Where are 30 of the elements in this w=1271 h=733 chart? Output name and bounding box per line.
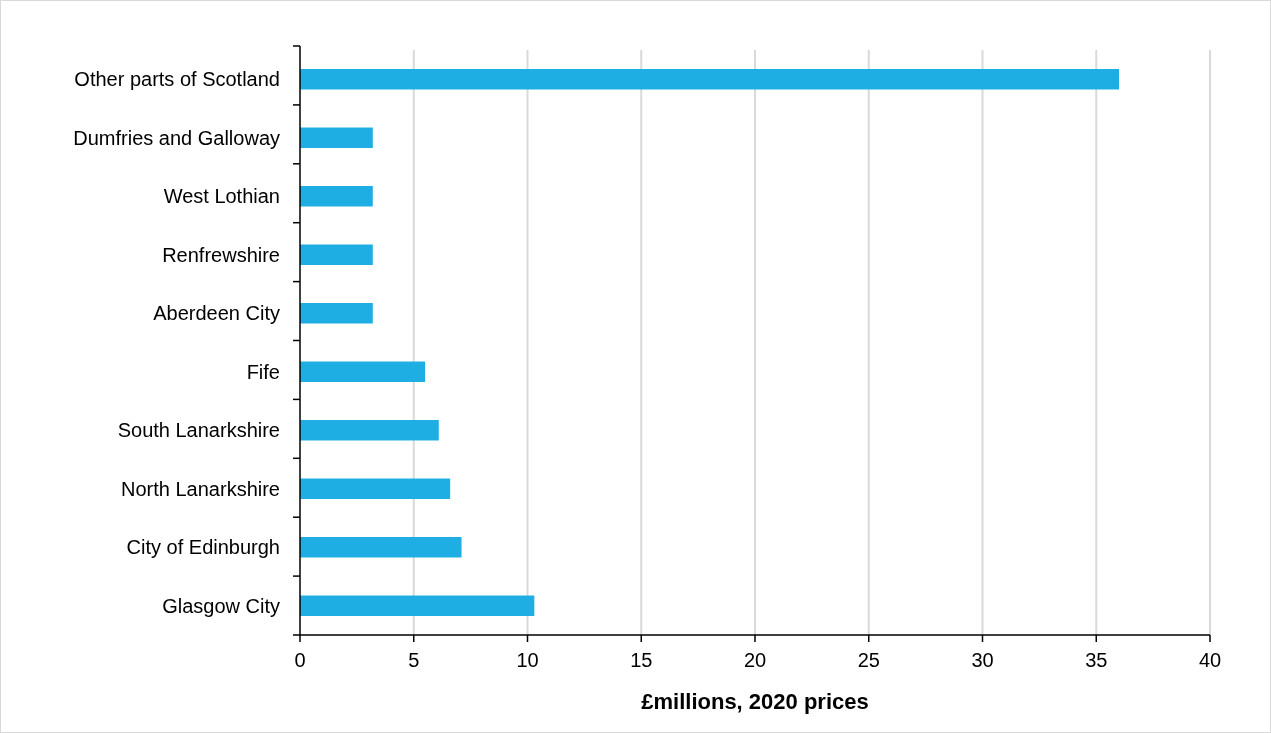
bar <box>300 537 462 558</box>
y-tick-label: Fife <box>246 360 280 383</box>
bar <box>300 361 426 382</box>
y-tick-label: North Lanarkshire <box>121 477 280 500</box>
bar <box>300 303 373 324</box>
bar <box>300 478 451 499</box>
bar <box>300 69 1119 90</box>
x-tick-label: 30 <box>971 649 994 671</box>
x-tick-label: 40 <box>1198 649 1222 671</box>
y-tick-label: Other parts of Scotland <box>74 68 280 91</box>
bar <box>300 127 373 148</box>
bar <box>300 595 535 616</box>
x-tick-label: 25 <box>857 649 880 671</box>
y-tick-label: Renfrewshire <box>162 243 280 266</box>
x-tick-label: 10 <box>516 649 539 671</box>
x-tick-label: 15 <box>630 649 653 671</box>
x-axis-title: £millions, 2020 prices <box>641 689 869 714</box>
x-tick-label: 5 <box>408 649 420 671</box>
bar <box>300 420 439 441</box>
y-tick-label: Glasgow City <box>162 594 280 617</box>
x-tick-label: 0 <box>294 649 306 671</box>
y-tick-label: Dumfries and Galloway <box>73 126 280 149</box>
x-tick-label: 20 <box>743 649 767 671</box>
bar <box>300 186 373 207</box>
y-tick-label: West Lothian <box>163 185 280 208</box>
bar <box>300 244 373 265</box>
y-tick-label: Aberdeen City <box>153 302 280 325</box>
x-tick-label: 35 <box>1085 649 1108 671</box>
y-tick-label: City of Edinburgh <box>126 536 280 559</box>
y-tick-label: South Lanarkshire <box>117 419 280 442</box>
